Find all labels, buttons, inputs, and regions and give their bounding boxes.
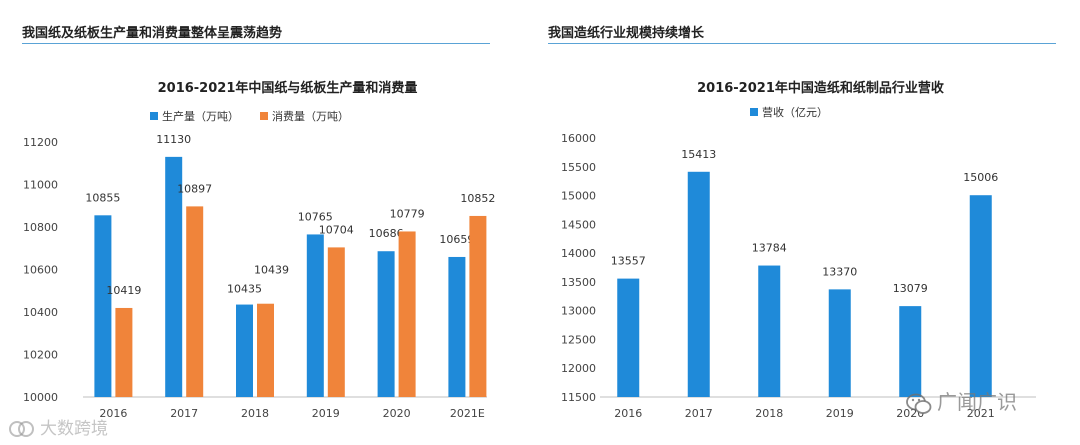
data-label-0-1-4: 10779 <box>390 207 425 220</box>
y-tick-label-1-8: 15500 <box>561 161 596 174</box>
x-tick-label-1-0: 2016 <box>614 407 642 420</box>
bar-0-1-3 <box>327 247 345 397</box>
watermark-right-text: 广闻广识 <box>937 390 1017 414</box>
legend-label-0-1: 消费量（万吨） <box>272 109 349 123</box>
y-tick-label-1-7: 15000 <box>561 190 596 203</box>
x-tick-label-0-3: 2019 <box>312 407 340 420</box>
right-section-heading: 我国造纸行业规模持续增长 <box>548 18 1056 44</box>
y-tick-label-1-9: 16000 <box>561 132 596 145</box>
x-tick-label-1-1: 2017 <box>685 407 713 420</box>
bar-0-1-2 <box>257 303 274 397</box>
data-label-1-0-3: 13370 <box>822 265 857 278</box>
y-tick-label-0-2: 10400 <box>23 306 58 319</box>
bar-1-0-5 <box>969 195 992 397</box>
wechat-icon <box>906 393 932 414</box>
y-tick-label-1-4: 13500 <box>561 276 596 289</box>
y-tick-label-0-0: 10000 <box>23 391 58 404</box>
bar-1-0-2 <box>758 265 781 397</box>
data-label-0-1-0: 10419 <box>106 284 141 297</box>
y-tick-label-1-6: 14500 <box>561 218 596 231</box>
chart-title-0: 2016-2021年中国纸与纸板生产量和消费量 <box>158 80 418 96</box>
chart-title-1: 2016-2021年中国造纸和纸制品行业营收 <box>697 80 945 96</box>
bar-0-0-4 <box>377 251 395 397</box>
x-tick-label-1-3: 2019 <box>826 407 854 420</box>
x-tick-label-0-2: 2018 <box>241 407 269 420</box>
bar-1-0-1 <box>687 171 710 397</box>
data-label-0-0-5: 10659 <box>439 233 474 246</box>
data-label-0-1-3: 10704 <box>319 223 354 236</box>
y-tick-label-1-3: 13000 <box>561 305 596 318</box>
data-label-0-0-0: 10855 <box>85 191 120 204</box>
legend-label-1-0: 营收（亿元） <box>762 105 828 119</box>
data-label-1-0-2: 13784 <box>752 242 787 255</box>
right-section-heading-text: 我国造纸行业规模持续增长 <box>548 26 705 41</box>
x-tick-label-0-0: 2016 <box>99 407 127 420</box>
legend-label-0-0: 生产量（万吨） <box>162 109 239 123</box>
watermark-logo-icon <box>9 421 34 437</box>
legend-swatch-0-0 <box>150 112 158 120</box>
bar-1-0-0 <box>617 278 640 397</box>
bar-0-0-2 <box>236 304 253 397</box>
data-label-1-0-5: 15006 <box>963 171 998 184</box>
watermark-left: 大数跨境 <box>8 414 108 439</box>
y-tick-label-0-5: 11000 <box>23 179 58 192</box>
data-label-1-0-1: 15413 <box>681 148 716 161</box>
data-label-0-0-1: 11130 <box>156 133 191 146</box>
bar-0-0-5 <box>448 256 466 397</box>
bar-0-1-4 <box>398 231 416 397</box>
bar-0-1-1 <box>186 206 204 397</box>
y-tick-label-0-1: 10200 <box>23 349 58 362</box>
y-tick-label-0-3: 10600 <box>23 264 58 277</box>
left-section-heading-text: 我国纸及纸板生产量和消费量整体呈震荡趋势 <box>22 26 283 41</box>
bar-0-0-3 <box>306 234 324 397</box>
bar-0-1-0 <box>115 307 133 397</box>
left-section-heading: 我国纸及纸板生产量和消费量整体呈震荡趋势 <box>22 18 490 44</box>
y-tick-label-1-2: 12500 <box>561 333 596 346</box>
bar-0-0-0 <box>94 215 112 397</box>
bar-0-1-5 <box>469 215 487 397</box>
y-tick-label-0-6: 11200 <box>23 136 58 149</box>
data-label-0-1-2: 10439 <box>254 264 289 277</box>
x-tick-label-0-1: 2017 <box>170 407 198 420</box>
y-tick-label-0-4: 10800 <box>23 221 58 234</box>
legend-swatch-1-0 <box>750 108 758 116</box>
data-label-1-0-4: 13079 <box>893 282 928 295</box>
bar-0-0-1 <box>165 156 183 397</box>
data-label-0-0-2: 10435 <box>227 283 262 296</box>
data-label-0-1-5: 10852 <box>460 192 495 205</box>
x-tick-label-0-4: 2020 <box>383 407 411 420</box>
watermark-right: 广闻广识 <box>905 386 1017 416</box>
data-label-0-0-3: 10765 <box>298 210 333 223</box>
x-tick-label-0-5: 2021E <box>450 407 485 420</box>
y-tick-label-1-1: 12000 <box>561 362 596 375</box>
bar-1-0-4 <box>899 306 922 397</box>
bar-1-0-3 <box>828 289 851 397</box>
watermark-left-text: 大数跨境 <box>40 419 108 439</box>
y-tick-label-1-5: 14000 <box>561 247 596 260</box>
legend-swatch-0-1 <box>260 112 268 120</box>
data-label-0-1-1: 10897 <box>177 182 212 195</box>
y-tick-label-1-0: 11500 <box>561 391 596 404</box>
x-tick-label-1-5: 2021 <box>967 407 995 420</box>
data-label-0-0-4: 10686 <box>369 227 404 240</box>
data-label-1-0-0: 13557 <box>611 255 646 268</box>
x-tick-label-1-2: 2018 <box>755 407 783 420</box>
